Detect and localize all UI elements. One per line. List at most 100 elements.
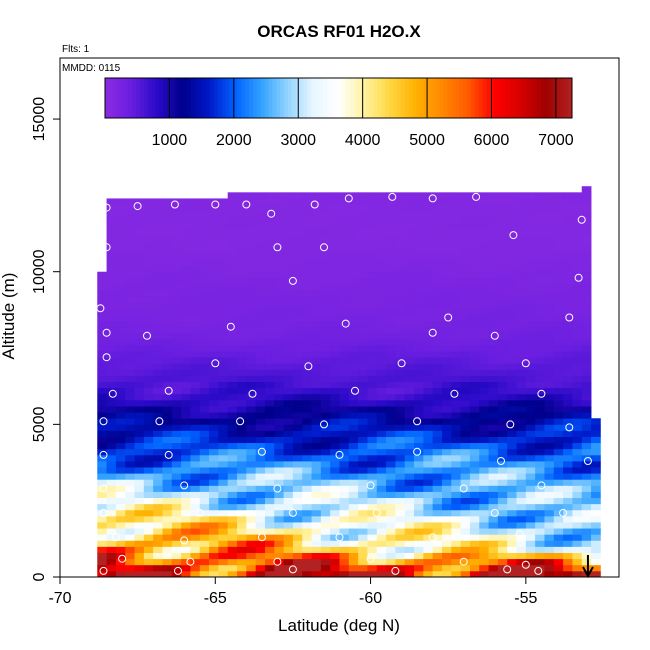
heatmap-cell (553, 228, 564, 236)
heatmap-cell (386, 320, 396, 328)
heatmap-cell (143, 418, 154, 425)
heatmap-cell (302, 235, 312, 242)
heatmap-cell (115, 442, 126, 450)
heatmap-cell (358, 210, 368, 218)
colorbar-segment (264, 78, 269, 118)
heatmap-cell (106, 351, 117, 358)
heatmap-cell (106, 357, 117, 364)
heatmap-cell (283, 210, 294, 218)
heatmap-cell (125, 210, 135, 218)
heatmap-cell (348, 430, 359, 437)
heatmap-cell (395, 491, 406, 499)
heatmap-cell (507, 283, 517, 291)
heatmap-cell (376, 283, 387, 291)
heatmap-cell (395, 259, 406, 266)
heatmap-cell (330, 308, 340, 315)
heatmap-cell (171, 491, 182, 499)
heatmap-cell (199, 302, 210, 309)
heatmap-cell (535, 344, 545, 352)
heatmap-cell (348, 564, 359, 572)
heatmap-cell (516, 546, 527, 553)
heatmap-cell (469, 467, 480, 474)
heatmap-cell (497, 198, 508, 205)
heatmap-cell (581, 442, 592, 450)
heatmap-cell (134, 290, 145, 297)
date-note: MMDD: 0115 (62, 63, 121, 74)
heatmap-cell (460, 436, 471, 444)
heatmap-cell (386, 363, 396, 370)
heatmap-cell (469, 198, 480, 205)
heatmap-cell (292, 485, 303, 492)
heatmap-cell (488, 406, 499, 413)
heatmap-cell (544, 412, 555, 419)
heatmap-cell (414, 412, 424, 419)
heatmap-cell (218, 503, 229, 511)
heatmap-cell (404, 283, 415, 291)
heatmap-cell (488, 564, 499, 572)
heatmap-cell (125, 570, 135, 578)
heatmap-cell (106, 460, 117, 468)
sample-point (537, 389, 546, 398)
colorbar-segment (245, 78, 250, 118)
heatmap-cell (469, 381, 480, 389)
heatmap-cell (227, 351, 238, 358)
heatmap-cell (507, 290, 517, 297)
heatmap-cell (488, 271, 499, 279)
heatmap-cell (395, 528, 406, 535)
heatmap-cell (209, 277, 219, 285)
heatmap-cell (386, 454, 396, 462)
heatmap-cell (320, 216, 331, 224)
heatmap-cell (171, 381, 182, 389)
colorbar-segment (163, 78, 168, 118)
heatmap-cell (115, 308, 126, 315)
heatmap-cell (246, 338, 257, 346)
heatmap-cell (106, 314, 117, 321)
heatmap-cell (320, 491, 331, 499)
heatmap-cell (274, 546, 284, 553)
heatmap-cell (563, 430, 573, 437)
heatmap-cell (162, 558, 173, 566)
heatmap-cell (209, 290, 219, 297)
heatmap-cell (302, 308, 312, 315)
heatmap-cell (134, 412, 145, 419)
heatmap-cell (591, 558, 601, 566)
heatmap-cell (544, 320, 555, 328)
heatmap-cell (423, 210, 434, 218)
heatmap-cell (237, 296, 247, 303)
heatmap-cell (143, 314, 154, 321)
heatmap-cell (488, 558, 499, 566)
sample-point (344, 194, 353, 203)
heatmap-cell (255, 491, 266, 499)
heatmap-cell (339, 296, 350, 303)
heatmap-cell (190, 430, 201, 437)
heatmap-cell (218, 479, 229, 486)
heatmap-cell (469, 283, 480, 291)
heatmap-cell (209, 381, 219, 389)
heatmap-cell (348, 534, 359, 541)
heatmap-cell (330, 424, 340, 431)
heatmap-cell (432, 338, 443, 346)
heatmap-cell (330, 393, 340, 401)
heatmap-cell (264, 222, 275, 230)
heatmap-cell (488, 253, 499, 260)
heatmap-cell (227, 344, 238, 352)
heatmap-cell (404, 314, 415, 321)
heatmap-cell (97, 326, 107, 334)
heatmap-cell (162, 253, 173, 260)
heatmap-cell (106, 503, 117, 511)
heatmap-cell (153, 454, 163, 462)
sample-point (99, 450, 108, 459)
heatmap-cell (209, 351, 219, 358)
heatmap-cell (479, 406, 489, 413)
sample-point (186, 557, 195, 566)
heatmap-cell (320, 381, 331, 389)
heatmap-cell (143, 247, 154, 254)
heatmap-cell (376, 308, 387, 315)
heatmap-cell (264, 515, 275, 523)
heatmap-cell (544, 351, 555, 358)
heatmap-cell (563, 387, 573, 395)
heatmap-cell (358, 412, 368, 419)
heatmap-cell (497, 406, 508, 413)
heatmap-cell (162, 314, 173, 321)
heatmap-cell (358, 198, 368, 205)
